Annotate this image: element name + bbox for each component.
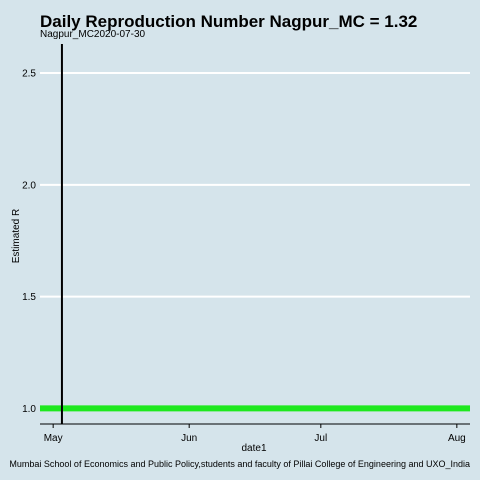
y-tick-label: 2.0 — [22, 180, 36, 191]
x-axis-label: date1 — [241, 443, 266, 454]
chart-subtitle: Nagpur_MC2020-07-30 — [40, 29, 146, 40]
y-tick-label: 1.5 — [22, 292, 36, 303]
chart-caption: Mumbai School of Economics and Public Po… — [9, 459, 470, 469]
x-tick-label: May — [44, 433, 63, 444]
x-tick-label: Jun — [181, 433, 197, 444]
y-ticks: 1.0 1.5 2.0 2.5 — [22, 69, 36, 415]
y-tick-label: 2.5 — [22, 69, 36, 80]
x-ticks: May Jun Jul Aug — [44, 424, 466, 444]
chart-title: Daily Reproduction Number Nagpur_MC = 1.… — [40, 12, 417, 31]
x-tick-label: Jul — [314, 433, 327, 444]
y-axis-label: Estimated R — [11, 209, 22, 263]
x-tick-label: Aug — [448, 433, 466, 444]
y-tick-label: 1.0 — [22, 404, 36, 415]
